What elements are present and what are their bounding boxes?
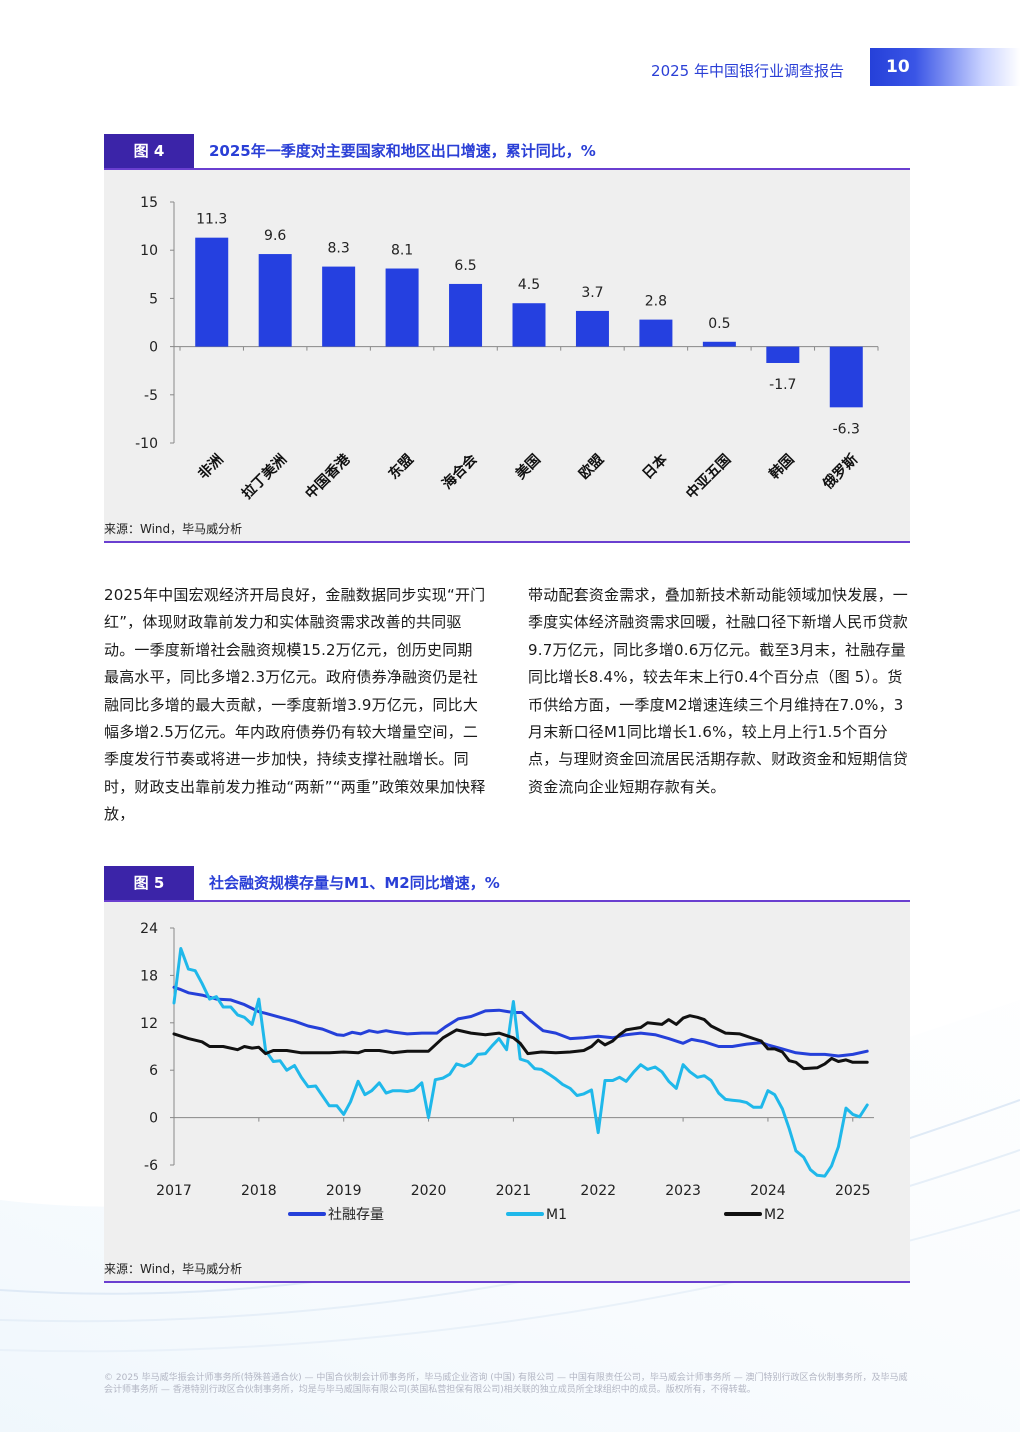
x-category-label: 海合会 (439, 450, 481, 492)
bar (575, 310, 609, 347)
x-category-label: 韩国 (766, 451, 798, 483)
figure4-header: 图 4 2025年一季度对主要国家和地区出口增速，累计同比，% (104, 134, 910, 168)
figure5-panel: 24 18 12 6 0 -6 2017 2018 2019 2020 2021 2022 2023 20… (104, 902, 910, 1282)
y-tick-label: -5 (144, 388, 158, 404)
x-category-label: 俄罗斯 (819, 451, 861, 493)
x-tick-label: 2020 (411, 1183, 447, 1199)
x-tick-label: 2023 (665, 1183, 701, 1199)
figure4-tag: 图 4 (104, 134, 194, 168)
x-category-label: 东盟 (385, 451, 417, 483)
bar (512, 303, 546, 347)
bar (766, 346, 800, 363)
body-text-left-column: 2025年中国宏观经济开局良好，金融数据同步实现“开门红”，体现财政靠前发力和实… (104, 582, 486, 829)
data-label: 8.3 (328, 241, 350, 257)
bar (195, 237, 229, 347)
y-tick-label: -10 (135, 436, 158, 452)
legend-label: 社融存量 (328, 1207, 384, 1223)
data-label: 4.5 (518, 277, 540, 293)
data-label: 8.1 (391, 243, 413, 259)
legend-label: M2 (764, 1207, 785, 1223)
x-tick-label: 2019 (326, 1183, 362, 1199)
body-paragraph-left: 2025年中国宏观经济开局良好，金融数据同步实现“开门红”，体现财政靠前发力和实… (104, 586, 486, 824)
x-category-label: 美国 (512, 451, 544, 483)
data-label: 0.5 (708, 316, 730, 332)
y-tick-label: 18 (140, 968, 158, 984)
data-label: 11.3 (196, 212, 227, 228)
x-category-label: 非洲 (195, 451, 227, 483)
figure5-top-rule (104, 900, 910, 902)
x-tick-label: 2017 (156, 1183, 192, 1199)
figure5-source: 来源：Wind，毕马威分析 (104, 1262, 243, 1276)
report-title: 2025 年中国银行业调查报告 (651, 62, 844, 80)
x-tick-label: 2021 (496, 1183, 532, 1199)
x-tick-label: 2018 (241, 1183, 277, 1199)
y-tick-label: 10 (140, 243, 158, 259)
figure4-top-rule (104, 168, 910, 170)
data-label: -6.3 (833, 421, 860, 437)
y-tick-label: 0 (149, 340, 158, 356)
page-number: 10 (886, 57, 910, 77)
x-category-label: 中国香港 (302, 450, 354, 502)
bar (449, 283, 483, 347)
data-label: -1.7 (769, 377, 796, 393)
figure5-bottom-rule (104, 1281, 910, 1283)
series-line (172, 1014, 869, 1071)
y-tick-label: 6 (149, 1063, 158, 1079)
page-number-tab: 10 (870, 48, 1020, 86)
x-tick-label: 2025 (835, 1183, 871, 1199)
x-category-label: 中亚五国 (683, 451, 735, 503)
x-category-label: 拉丁美洲 (238, 451, 290, 503)
figure4-bottom-rule (104, 541, 910, 543)
series-line (172, 985, 869, 1058)
body-text-right-column: 带动配套资金需求，叠加新技术新动能领域加快发展，一季度实体经济融资需求回暖，社融… (528, 582, 910, 801)
bar (385, 268, 419, 347)
y-tick-label: 15 (140, 195, 158, 211)
body-paragraph-right: 带动配套资金需求，叠加新技术新动能领域加快发展，一季度实体经济融资需求回暖，社融… (528, 586, 909, 796)
bar (702, 341, 736, 347)
figure4-title: 2025年一季度对主要国家和地区出口增速，累计同比，% (209, 142, 596, 160)
data-label: 9.6 (264, 228, 286, 244)
data-label: 6.5 (454, 258, 476, 274)
x-tick-label: 2022 (580, 1183, 616, 1199)
legend-label: M1 (546, 1207, 567, 1223)
x-category-label: 日本 (639, 450, 672, 483)
y-tick-label: 5 (149, 291, 158, 307)
y-tick-label: 24 (140, 921, 158, 937)
figure5-title: 社会融资规模存量与M1、M2同比增速，% (209, 874, 500, 892)
data-label: 3.7 (581, 285, 603, 301)
bar (829, 346, 863, 408)
bar (322, 266, 356, 347)
figure4-source: 来源：Wind，毕马威分析 (104, 522, 243, 536)
x-category-label: 欧盟 (575, 451, 607, 483)
y-tick-label: -6 (144, 1158, 158, 1174)
bar (258, 254, 292, 347)
copyright-footer: © 2025 毕马威华振会计师事务所(特殊普通合伙) — 中国合伙制会计师事务所… (104, 1373, 908, 1395)
figure5-line-chart: 24 18 12 6 0 -6 2017 2018 2019 2020 2021 2022 2023 20… (140, 921, 874, 1223)
bar (639, 319, 673, 347)
y-tick-label: 12 (140, 1016, 158, 1032)
data-label: 2.8 (645, 294, 667, 310)
figure5-tag: 图 5 (104, 866, 194, 900)
figure5-header: 图 5 社会融资规模存量与M1、M2同比增速，% (104, 866, 910, 900)
x-tick-label: 2024 (750, 1183, 786, 1199)
series-line (172, 947, 869, 1178)
y-tick-label: 0 (149, 1111, 158, 1127)
figure4-panel: 15 10 5 0 -5 -10 11.3 非洲 9.6 拉丁美洲 8.3 中国香港 8.1 东盟 6.5 海… (104, 170, 910, 542)
figure4-bar-chart: 15 10 5 0 -5 -10 11.3 非洲 9.6 拉丁美洲 8.3 中国香港 8.1 东盟 6.5 海… (135, 195, 879, 503)
